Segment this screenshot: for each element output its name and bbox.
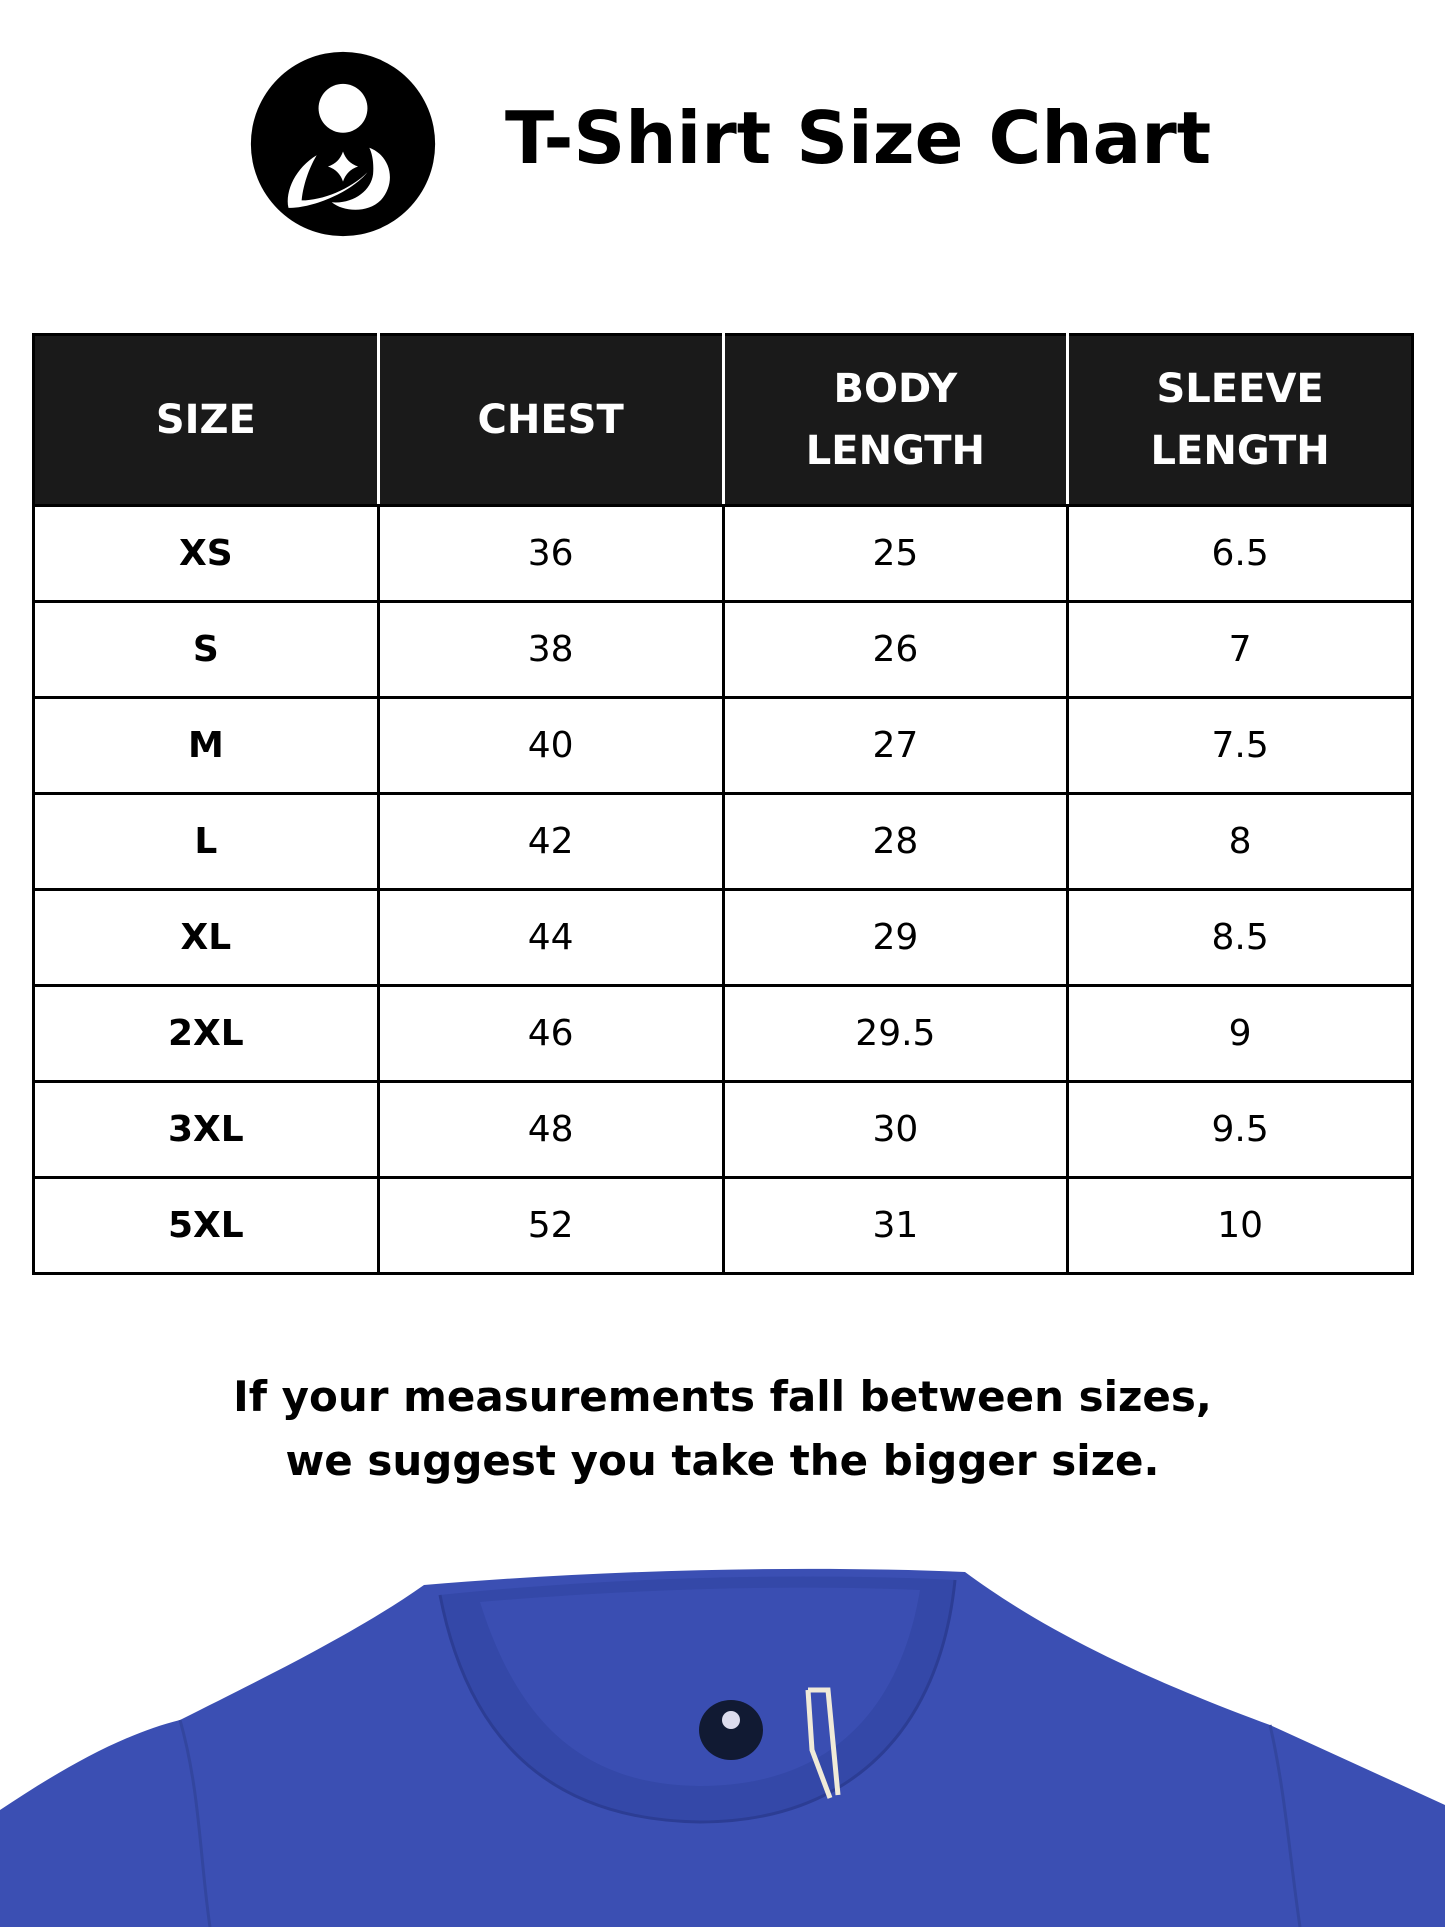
table-row: 5XL 52 31 10 (32, 1176, 1414, 1275)
measurement-cell: 42 (376, 792, 725, 891)
measurement-cell: 7.5 (1066, 696, 1414, 795)
measurement-cell: 52 (376, 1176, 725, 1275)
measurement-cell: 46 (376, 984, 725, 1083)
size-cell: L (32, 792, 380, 891)
table-row: S 38 26 7 (32, 600, 1414, 699)
measurement-cell: 29.5 (721, 984, 1070, 1083)
size-cell: M (32, 696, 380, 795)
measurement-cell: 30 (721, 1080, 1070, 1179)
measurement-cell: 25 (721, 504, 1070, 603)
measurement-cell: 27 (721, 696, 1070, 795)
page-title: T-Shirt Size Chart (505, 96, 1212, 180)
header-line: SLEEVE (1156, 366, 1324, 412)
sizing-note: If your measurements fall between sizes,… (0, 1365, 1445, 1493)
column-header-body: BODY LENGTH (721, 333, 1070, 507)
brand-logo-icon (250, 51, 436, 237)
header-line: CHEST (477, 397, 624, 443)
measurement-cell: 44 (376, 888, 725, 987)
measurement-cell: 9 (1066, 984, 1414, 1083)
size-cell: XL (32, 888, 380, 987)
header-line: BODY (833, 366, 958, 412)
measurement-cell: 10 (1066, 1176, 1414, 1275)
header-line: LENGTH (805, 428, 985, 474)
measurement-cell: 7 (1066, 600, 1414, 699)
size-cell: 3XL (32, 1080, 380, 1179)
measurement-cell: 31 (721, 1176, 1070, 1275)
measurement-cell: 48 (376, 1080, 725, 1179)
table-row: XL 44 29 8.5 (32, 888, 1414, 987)
column-header-chest: CHEST (376, 333, 725, 507)
header-line: SIZE (155, 397, 256, 443)
note-line-2: we suggest you take the bigger size. (285, 1436, 1160, 1485)
measurement-cell: 9.5 (1066, 1080, 1414, 1179)
table-row: XS 36 25 6.5 (32, 504, 1414, 603)
measurement-cell: 6.5 (1066, 504, 1414, 603)
note-line-1: If your measurements fall between sizes, (233, 1372, 1212, 1421)
size-cell: S (32, 600, 380, 699)
measurement-cell: 26 (721, 600, 1070, 699)
table-row: 2XL 46 29.5 9 (32, 984, 1414, 1083)
measurement-cell: 8.5 (1066, 888, 1414, 987)
size-chart-table: SIZE CHEST BODY LENGTH SLEEVE LENGTH XS 36 25 6.… (32, 333, 1414, 1275)
measurement-cell: 29 (721, 888, 1070, 987)
measurement-cell: 40 (376, 696, 725, 795)
table-row: L 42 28 8 (32, 792, 1414, 891)
table-row: M 40 27 7.5 (32, 696, 1414, 795)
size-cell: XS (32, 504, 380, 603)
measurement-cell: 38 (376, 600, 725, 699)
measurement-cell: 36 (376, 504, 725, 603)
measurement-cell: 28 (721, 792, 1070, 891)
t-shirt-photo (0, 1568, 1445, 1927)
header-line: LENGTH (1150, 428, 1330, 474)
column-header-size: SIZE (32, 333, 380, 507)
measurement-cell: 8 (1066, 792, 1414, 891)
size-cell: 5XL (32, 1176, 380, 1275)
table-row: 3XL 48 30 9.5 (32, 1080, 1414, 1179)
size-cell: 2XL (32, 984, 380, 1083)
column-header-sleeve: SLEEVE LENGTH (1066, 333, 1414, 507)
